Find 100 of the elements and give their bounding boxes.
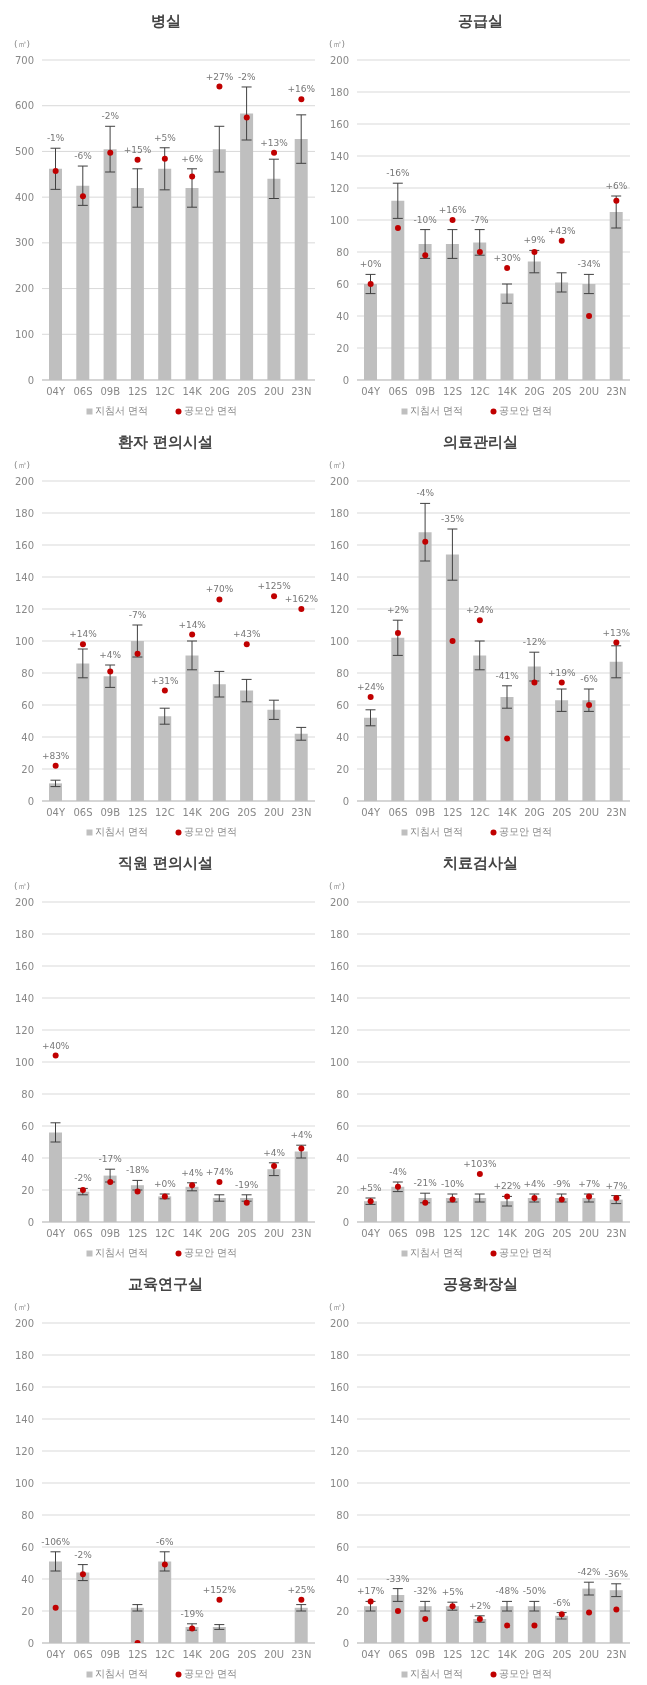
- chart-title: 의료관리실: [442, 432, 519, 453]
- y-tick-label: 20: [336, 342, 349, 354]
- x-tick-label: 20S: [552, 386, 572, 398]
- legend-label: 공모안 면적: [498, 1667, 552, 1681]
- legend-label: 지침서 면적: [410, 1667, 464, 1681]
- x-tick-label: 20U: [264, 386, 285, 398]
- x-tick-label: 20U: [264, 807, 285, 819]
- point: [216, 596, 223, 603]
- y-tick-label: 140: [14, 1413, 34, 1425]
- point: [558, 679, 565, 686]
- annotation: -34%: [577, 259, 602, 270]
- y-tick-label: 200: [14, 1317, 34, 1329]
- annotation: +70%: [205, 584, 234, 595]
- annotation: -7%: [471, 214, 490, 225]
- y-tick-label: 200: [329, 54, 349, 66]
- y-tick-label: 100: [14, 1056, 34, 1068]
- point: [298, 1596, 305, 1603]
- y-tick-label: 200: [14, 475, 34, 487]
- y-axis-title: (㎡): [328, 880, 347, 893]
- y-tick-label: 100: [14, 328, 34, 340]
- x-tick-label: 23N: [606, 807, 627, 819]
- point: [586, 1609, 593, 1616]
- annotation: +0%: [359, 259, 382, 270]
- point: [504, 1622, 511, 1629]
- y-tick-label: 60: [21, 1120, 34, 1132]
- x-tick-label: 20U: [579, 1649, 600, 1661]
- y-tick-label: 120: [14, 1445, 34, 1457]
- x-tick-label: 06S: [388, 1649, 408, 1661]
- annotation: +19%: [547, 667, 576, 678]
- x-tick-label: 20S: [552, 1649, 572, 1661]
- y-tick-label: 20: [336, 1605, 349, 1617]
- annotation: -32%: [413, 1586, 438, 1597]
- point: [243, 114, 250, 121]
- legend-label: 지침서 면적: [95, 825, 149, 839]
- annotation: -36%: [604, 1568, 629, 1579]
- x-tick-label: 23N: [291, 1228, 312, 1240]
- x-tick-label: 09B: [100, 1649, 121, 1661]
- point: [52, 168, 59, 175]
- x-tick-label: 06S: [73, 807, 93, 819]
- annotation: +125%: [257, 581, 292, 592]
- y-tick-label: 0: [27, 1637, 34, 1649]
- y-tick-label: 20: [336, 763, 349, 775]
- y-tick-label: 700: [14, 54, 34, 66]
- x-tick-label: 09B: [415, 1228, 436, 1240]
- x-tick-label: 12S: [443, 386, 463, 398]
- point: [107, 149, 114, 156]
- y-tick-label: 160: [14, 960, 34, 972]
- x-tick-label: 23N: [291, 807, 312, 819]
- point: [107, 668, 114, 675]
- x-tick-label: 23N: [291, 386, 312, 398]
- x-tick-label: 14K: [182, 1649, 203, 1661]
- annotation: -2%: [101, 111, 120, 122]
- annotation: +7%: [605, 1180, 628, 1191]
- x-tick-label: 06S: [73, 1228, 93, 1240]
- y-tick-label: 0: [342, 795, 349, 807]
- y-tick-label: 0: [27, 374, 34, 386]
- y-tick-label: 100: [329, 214, 349, 226]
- x-tick-label: 14K: [497, 386, 518, 398]
- y-axis-title: (㎡): [13, 880, 32, 893]
- y-tick-label: 80: [336, 667, 349, 679]
- annotation: +9%: [523, 235, 546, 246]
- annotation: +24%: [356, 682, 385, 692]
- point: [476, 1171, 483, 1177]
- y-tick-label: 0: [342, 1216, 349, 1228]
- y-axis-title: (㎡): [328, 38, 347, 51]
- x-tick-label: 12S: [128, 386, 148, 398]
- y-tick-label: 80: [21, 1509, 34, 1521]
- legend-label: 공모안 면적: [498, 825, 552, 839]
- point: [216, 83, 223, 90]
- y-tick-label: 140: [329, 992, 349, 1004]
- y-tick-label: 300: [14, 237, 34, 249]
- y-tick-label: 20: [336, 1184, 349, 1196]
- y-tick-label: 0: [27, 795, 34, 807]
- annotation: -1%: [46, 133, 65, 144]
- y-tick-label: 80: [336, 1509, 349, 1521]
- legend-label: 공모안 면적: [183, 825, 237, 839]
- legend-label: 지침서 면적: [95, 1246, 149, 1260]
- annotation: +5%: [153, 132, 177, 143]
- annotation: +83%: [41, 750, 70, 761]
- annotation: +43%: [232, 629, 261, 640]
- point: [422, 252, 429, 259]
- x-tick-label: 20U: [579, 1228, 600, 1240]
- chart-title: 병실: [149, 11, 182, 32]
- y-tick-label: 120: [329, 1024, 349, 1036]
- y-tick-label: 160: [329, 960, 349, 972]
- x-tick-label: 12C: [154, 807, 175, 819]
- annotation: -12%: [522, 637, 547, 648]
- point: [531, 1622, 538, 1629]
- annotation: -50%: [522, 1586, 547, 1597]
- chart-title: 공용화장실: [442, 1274, 519, 1295]
- point: [298, 1145, 305, 1152]
- point: [367, 694, 374, 700]
- point: [271, 149, 278, 156]
- y-axis-title: (㎡): [328, 459, 347, 472]
- annotation: +16%: [438, 205, 467, 215]
- y-tick-label: 40: [336, 1573, 349, 1585]
- x-tick-label: 20U: [264, 1649, 285, 1661]
- y-tick-label: 200: [14, 283, 34, 295]
- x-tick-label: 23N: [606, 1228, 627, 1240]
- y-tick-label: 100: [14, 1477, 34, 1489]
